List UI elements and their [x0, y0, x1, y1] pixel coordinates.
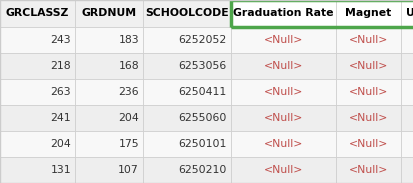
- Text: <Null>: <Null>: [348, 61, 387, 71]
- Text: <Null>: <Null>: [412, 87, 413, 97]
- Text: <Null>: <Null>: [412, 61, 413, 71]
- Text: Magnet: Magnet: [344, 8, 391, 18]
- Bar: [335, 131, 400, 157]
- Text: <Null>: <Null>: [412, 165, 413, 175]
- Text: <Null>: <Null>: [263, 165, 302, 175]
- Text: 6252052: 6252052: [178, 35, 226, 45]
- Bar: [75, 53, 142, 79]
- Text: 6253056: 6253056: [178, 61, 226, 71]
- Bar: [400, 79, 413, 105]
- Text: <Null>: <Null>: [412, 35, 413, 45]
- Text: 6250101: 6250101: [178, 139, 226, 149]
- Bar: [0, 105, 75, 131]
- Bar: [142, 157, 230, 183]
- Bar: [230, 0, 335, 27]
- Text: Graduation Rate: Graduation Rate: [233, 8, 333, 18]
- Bar: [400, 157, 413, 183]
- Text: <Null>: <Null>: [263, 113, 302, 123]
- Bar: [335, 53, 400, 79]
- Bar: [75, 0, 142, 27]
- Bar: [335, 105, 400, 131]
- Bar: [142, 0, 230, 27]
- Bar: [230, 53, 335, 79]
- Text: <Null>: <Null>: [348, 165, 387, 175]
- Text: GRCLASSZ: GRCLASSZ: [6, 8, 69, 18]
- Bar: [230, 105, 335, 131]
- Bar: [0, 157, 75, 183]
- Text: <Null>: <Null>: [348, 113, 387, 123]
- Text: <Null>: <Null>: [263, 35, 302, 45]
- Text: <Null>: <Null>: [412, 139, 413, 149]
- Bar: [0, 131, 75, 157]
- Text: 204: 204: [50, 139, 71, 149]
- Text: 243: 243: [50, 35, 71, 45]
- Bar: [400, 131, 413, 157]
- Bar: [142, 53, 230, 79]
- Text: 263: 263: [50, 87, 71, 97]
- Bar: [75, 79, 142, 105]
- Text: SCHOOLCODE: SCHOOLCODE: [145, 8, 228, 18]
- Text: 236: 236: [118, 87, 139, 97]
- Text: <Null>: <Null>: [348, 35, 387, 45]
- Text: 6255060: 6255060: [178, 113, 226, 123]
- Text: <Null>: <Null>: [263, 61, 302, 71]
- Text: <Null>: <Null>: [412, 113, 413, 123]
- Bar: [230, 0, 413, 27]
- Bar: [400, 27, 413, 53]
- Text: 204: 204: [118, 113, 139, 123]
- Text: 6250411: 6250411: [178, 87, 226, 97]
- Text: 107: 107: [118, 165, 139, 175]
- Text: 6250210: 6250210: [178, 165, 226, 175]
- Bar: [0, 53, 75, 79]
- Text: <Null>: <Null>: [348, 139, 387, 149]
- Bar: [142, 105, 230, 131]
- Text: 131: 131: [50, 165, 71, 175]
- Bar: [75, 105, 142, 131]
- Text: 218: 218: [50, 61, 71, 71]
- Text: <Null>: <Null>: [348, 87, 387, 97]
- Bar: [335, 157, 400, 183]
- Bar: [0, 79, 75, 105]
- Bar: [335, 0, 400, 27]
- Bar: [75, 157, 142, 183]
- Bar: [75, 131, 142, 157]
- Bar: [142, 131, 230, 157]
- Text: Under82: Under82: [406, 8, 413, 18]
- Bar: [230, 131, 335, 157]
- Text: <Null>: <Null>: [263, 139, 302, 149]
- Bar: [0, 27, 75, 53]
- Bar: [142, 79, 230, 105]
- Bar: [75, 27, 142, 53]
- Bar: [142, 27, 230, 53]
- Bar: [335, 27, 400, 53]
- Bar: [335, 79, 400, 105]
- Text: 168: 168: [118, 61, 139, 71]
- Bar: [400, 53, 413, 79]
- Bar: [0, 0, 75, 27]
- Text: 175: 175: [118, 139, 139, 149]
- Bar: [230, 79, 335, 105]
- Text: 183: 183: [118, 35, 139, 45]
- Text: <Null>: <Null>: [263, 87, 302, 97]
- Bar: [230, 157, 335, 183]
- Text: 241: 241: [50, 113, 71, 123]
- Text: GRDNUM: GRDNUM: [81, 8, 136, 18]
- Bar: [230, 27, 335, 53]
- Bar: [400, 0, 413, 27]
- Bar: [400, 105, 413, 131]
